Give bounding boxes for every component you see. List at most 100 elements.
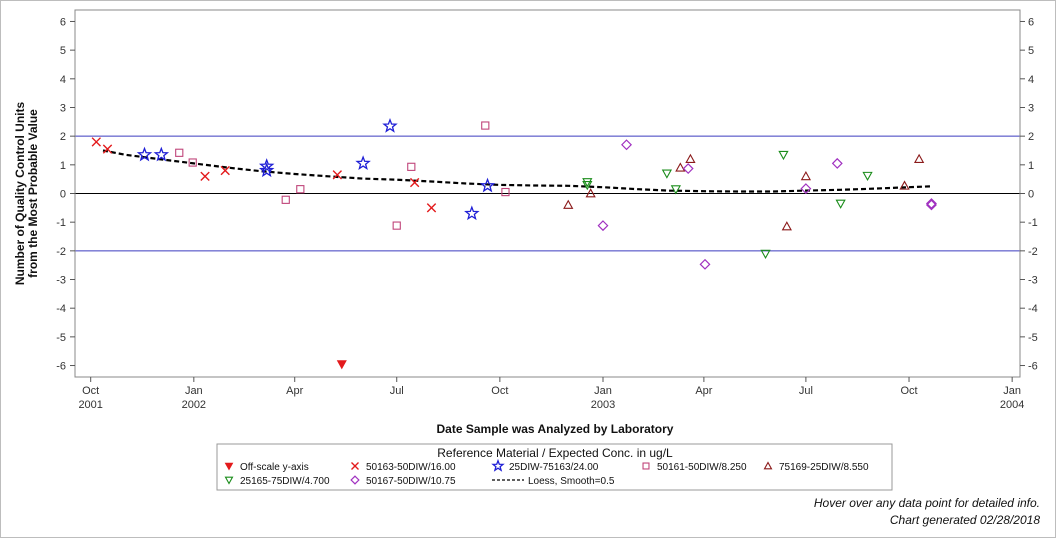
y-tick-label: -1 — [56, 217, 66, 229]
legend-marker — [351, 462, 359, 470]
data-point[interactable] — [426, 203, 437, 213]
data-point[interactable] — [585, 188, 596, 198]
y-tick-label-right: 3 — [1028, 102, 1034, 114]
data-point[interactable] — [699, 258, 711, 270]
data-point[interactable] — [258, 162, 275, 178]
data-point[interactable] — [355, 155, 371, 170]
chart-generated-date: Chart generated 02/28/2018 — [889, 513, 1040, 527]
y-tick-label: 4 — [60, 74, 66, 86]
data-point[interactable] — [464, 205, 480, 221]
x-tick-label: Jul — [799, 385, 813, 397]
data-point[interactable] — [91, 137, 101, 147]
data-point[interactable] — [899, 180, 910, 190]
data-point[interactable] — [153, 146, 170, 162]
data-point[interactable] — [175, 148, 184, 157]
data-point[interactable] — [296, 185, 305, 194]
x-tick-label: Jul — [390, 385, 404, 397]
data-point[interactable] — [835, 199, 846, 209]
y-tick-label-right: 1 — [1028, 160, 1034, 172]
data-point[interactable] — [582, 180, 593, 191]
x-tick-label: 2004 — [1000, 399, 1024, 411]
data-point[interactable] — [332, 170, 343, 180]
y-tick-label: 2 — [60, 131, 66, 143]
reference-lines — [75, 135, 1020, 252]
data-point[interactable] — [136, 146, 153, 162]
y-tick-label: 1 — [60, 160, 66, 172]
x-tick-label: Jan — [185, 385, 203, 397]
legend-marker — [491, 458, 505, 472]
data-point[interactable] — [501, 187, 510, 197]
data-point[interactable] — [597, 220, 609, 232]
x-tick-label: Jan — [594, 385, 612, 397]
legend-entry: 75169-25DIW/8.550 — [779, 462, 869, 473]
data-point[interactable] — [481, 121, 490, 130]
data-point[interactable] — [661, 169, 673, 179]
data-point[interactable] — [407, 162, 416, 171]
y-axis-label-line: Number of Quality Control Units — [13, 102, 27, 286]
data-point[interactable] — [778, 150, 789, 161]
hover-hint: Hover over any data point for detailed i… — [813, 496, 1040, 510]
data-point[interactable] — [925, 199, 937, 211]
x-tick-label: 2002 — [182, 399, 206, 411]
data-point[interactable] — [781, 221, 792, 231]
data-point[interactable] — [675, 162, 686, 172]
data-points[interactable] — [91, 117, 937, 370]
y-tick-label: 6 — [60, 16, 66, 28]
y-tick-label-right: 0 — [1028, 189, 1034, 201]
data-point[interactable] — [670, 185, 681, 195]
x-axis-label: Date Sample was Analyzed by Laboratory — [437, 422, 674, 436]
y-tick-label-right: -6 — [1028, 361, 1038, 373]
data-point[interactable] — [392, 221, 401, 230]
y-tick-label: -2 — [56, 246, 66, 258]
y-tick-label: 0 — [60, 189, 66, 201]
legend-marker — [224, 476, 234, 485]
legend-entry: Loess, Smooth=0.5 — [528, 476, 615, 487]
data-point[interactable] — [200, 171, 210, 181]
x-tick-label: Apr — [286, 385, 303, 397]
legend-entry: 50161-50DIW/8.250 — [657, 462, 747, 473]
legend-box — [216, 443, 893, 491]
legend-entry: 25165-75DIW/4.700 — [240, 476, 330, 487]
data-point[interactable] — [582, 178, 593, 188]
data-point[interactable] — [258, 158, 275, 173]
data-point[interactable] — [760, 249, 771, 260]
data-point[interactable] — [220, 165, 230, 176]
x-tick-label: Jan — [1003, 385, 1021, 397]
legend-marker — [642, 462, 650, 470]
legend-marker — [350, 475, 360, 485]
data-point[interactable] — [102, 144, 113, 154]
x-tick-label: 2001 — [78, 399, 102, 411]
x-tick-label: Oct — [900, 385, 917, 397]
y-tick-label: -3 — [56, 275, 66, 287]
data-point[interactable] — [682, 163, 694, 175]
data-point[interactable] — [382, 117, 398, 133]
legend-marker — [224, 462, 234, 471]
y-tick-label: -4 — [56, 303, 66, 315]
data-point[interactable] — [188, 158, 197, 167]
data-point[interactable] — [800, 183, 812, 195]
data-point[interactable] — [409, 177, 420, 188]
data-point[interactable] — [621, 139, 632, 151]
data-point[interactable] — [685, 153, 696, 164]
y-tick-label-right: 2 — [1028, 131, 1034, 143]
y-tick-label-right: 5 — [1028, 45, 1034, 57]
x-tick-label: Oct — [82, 385, 99, 397]
data-point[interactable] — [563, 199, 574, 209]
legend-marker — [763, 461, 773, 470]
x-tick-label: Apr — [695, 385, 712, 397]
data-point[interactable] — [800, 170, 812, 181]
data-point[interactable] — [925, 198, 937, 210]
y-tick-label: -5 — [56, 332, 66, 344]
data-point[interactable] — [336, 360, 347, 370]
y-tick-label-right: 6 — [1028, 16, 1034, 28]
legend-title: Reference Material / Expected Conc. in u… — [437, 446, 673, 460]
data-point[interactable] — [862, 171, 873, 182]
y-tick-label-right: -2 — [1028, 246, 1038, 258]
data-point[interactable] — [281, 195, 290, 204]
data-point[interactable] — [831, 157, 843, 169]
y-tick-label-right: 4 — [1028, 74, 1034, 86]
data-point[interactable] — [479, 177, 496, 193]
y-axis-label: Number of Quality Control Units from the … — [13, 102, 40, 286]
data-point[interactable] — [913, 153, 925, 164]
y-tick-label-right: -5 — [1028, 332, 1038, 344]
